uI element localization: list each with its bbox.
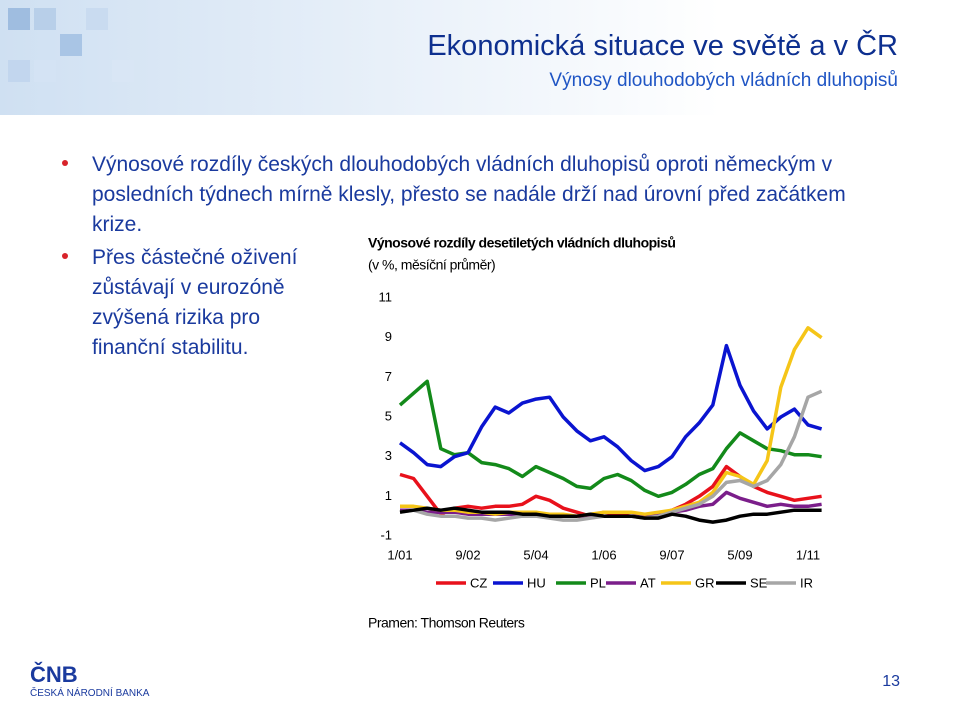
series-line <box>398 379 822 499</box>
decor <box>34 8 56 30</box>
x-tick-label: 9/02 <box>455 547 480 562</box>
series-line <box>399 506 822 524</box>
y-tick-label: 11 <box>379 289 393 304</box>
legend-label: SE <box>750 575 768 590</box>
header-band <box>0 0 960 115</box>
decor <box>60 34 82 56</box>
decor <box>8 8 30 30</box>
logo-mark: ČNB <box>30 662 78 687</box>
y-tick-label: 3 <box>385 448 392 463</box>
legend-label: PL <box>590 575 606 590</box>
legend-label: IR <box>800 575 813 590</box>
logo-text: ČESKÁ NÁRODNÍ BANKA <box>30 688 150 699</box>
legend-label: AT <box>640 575 656 590</box>
chart-source: Pramen: Thomson Reuters <box>368 615 525 631</box>
x-tick-label: 9/07 <box>659 547 684 562</box>
y-tick-label: 9 <box>385 329 392 344</box>
slide-title: Ekonomická situace ve světě a v ČR <box>427 30 898 62</box>
decor <box>34 60 56 82</box>
slide-subtitle: Výnosy dlouhodobých vládních dluhopisů <box>549 70 898 91</box>
logo: ČNB ČESKÁ NÁRODNÍ BANKA <box>30 662 149 699</box>
legend-label: GR <box>695 575 715 590</box>
page-number: 13 <box>882 673 900 690</box>
series-line <box>398 343 823 473</box>
x-tick-label: 1/11 <box>796 547 820 562</box>
legend-label: HU <box>527 575 546 590</box>
x-tick-label: 1/01 <box>387 547 412 562</box>
decor <box>112 60 134 82</box>
y-tick-label: 7 <box>385 369 392 384</box>
x-tick-label: 5/04 <box>523 547 548 562</box>
x-tick-label: 1/06 <box>591 547 616 562</box>
y-tick-label: -1 <box>380 527 392 542</box>
decor <box>8 60 30 82</box>
y-tick-label: 5 <box>385 408 392 423</box>
chart-title: Výnosové rozdíly desetiletých vládních d… <box>368 235 675 251</box>
y-tick-label: 1 <box>385 488 392 503</box>
legend-label: CZ <box>470 575 487 590</box>
chart-subtitle: (v %, měsíční průměr) <box>368 257 495 273</box>
bullet: Výnosové rozdíly českých dlouhodobých vl… <box>62 150 892 240</box>
decor <box>86 8 108 30</box>
bullet: Přes částečné oživení zůstávají v eurozó… <box>62 243 322 363</box>
x-tick-label: 5/09 <box>727 547 752 562</box>
